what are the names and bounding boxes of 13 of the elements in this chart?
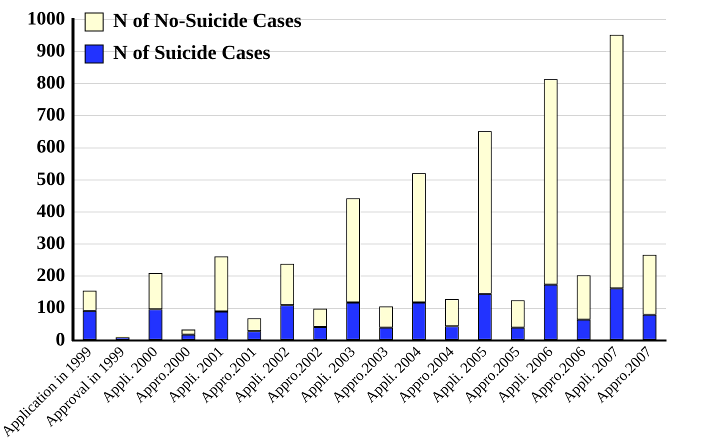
y-tick-label: 900 xyxy=(36,40,66,62)
y-tick-label: 400 xyxy=(36,200,66,222)
y-tick-label: 200 xyxy=(36,265,66,286)
y-tick-label: 0 xyxy=(56,329,66,350)
y-tick-label: 100 xyxy=(36,297,66,318)
legend-label: N of No-Suicide Cases xyxy=(113,10,302,32)
y-tick-label: 700 xyxy=(36,104,66,126)
y-tick-label: 600 xyxy=(36,136,66,158)
legend-label: N of Suicide Cases xyxy=(113,42,271,64)
y-tick-label: 1000 xyxy=(27,8,66,30)
y-tick-label: 500 xyxy=(36,168,66,190)
y-tick-label: 300 xyxy=(36,233,66,254)
y-tick-label: 800 xyxy=(36,72,66,94)
